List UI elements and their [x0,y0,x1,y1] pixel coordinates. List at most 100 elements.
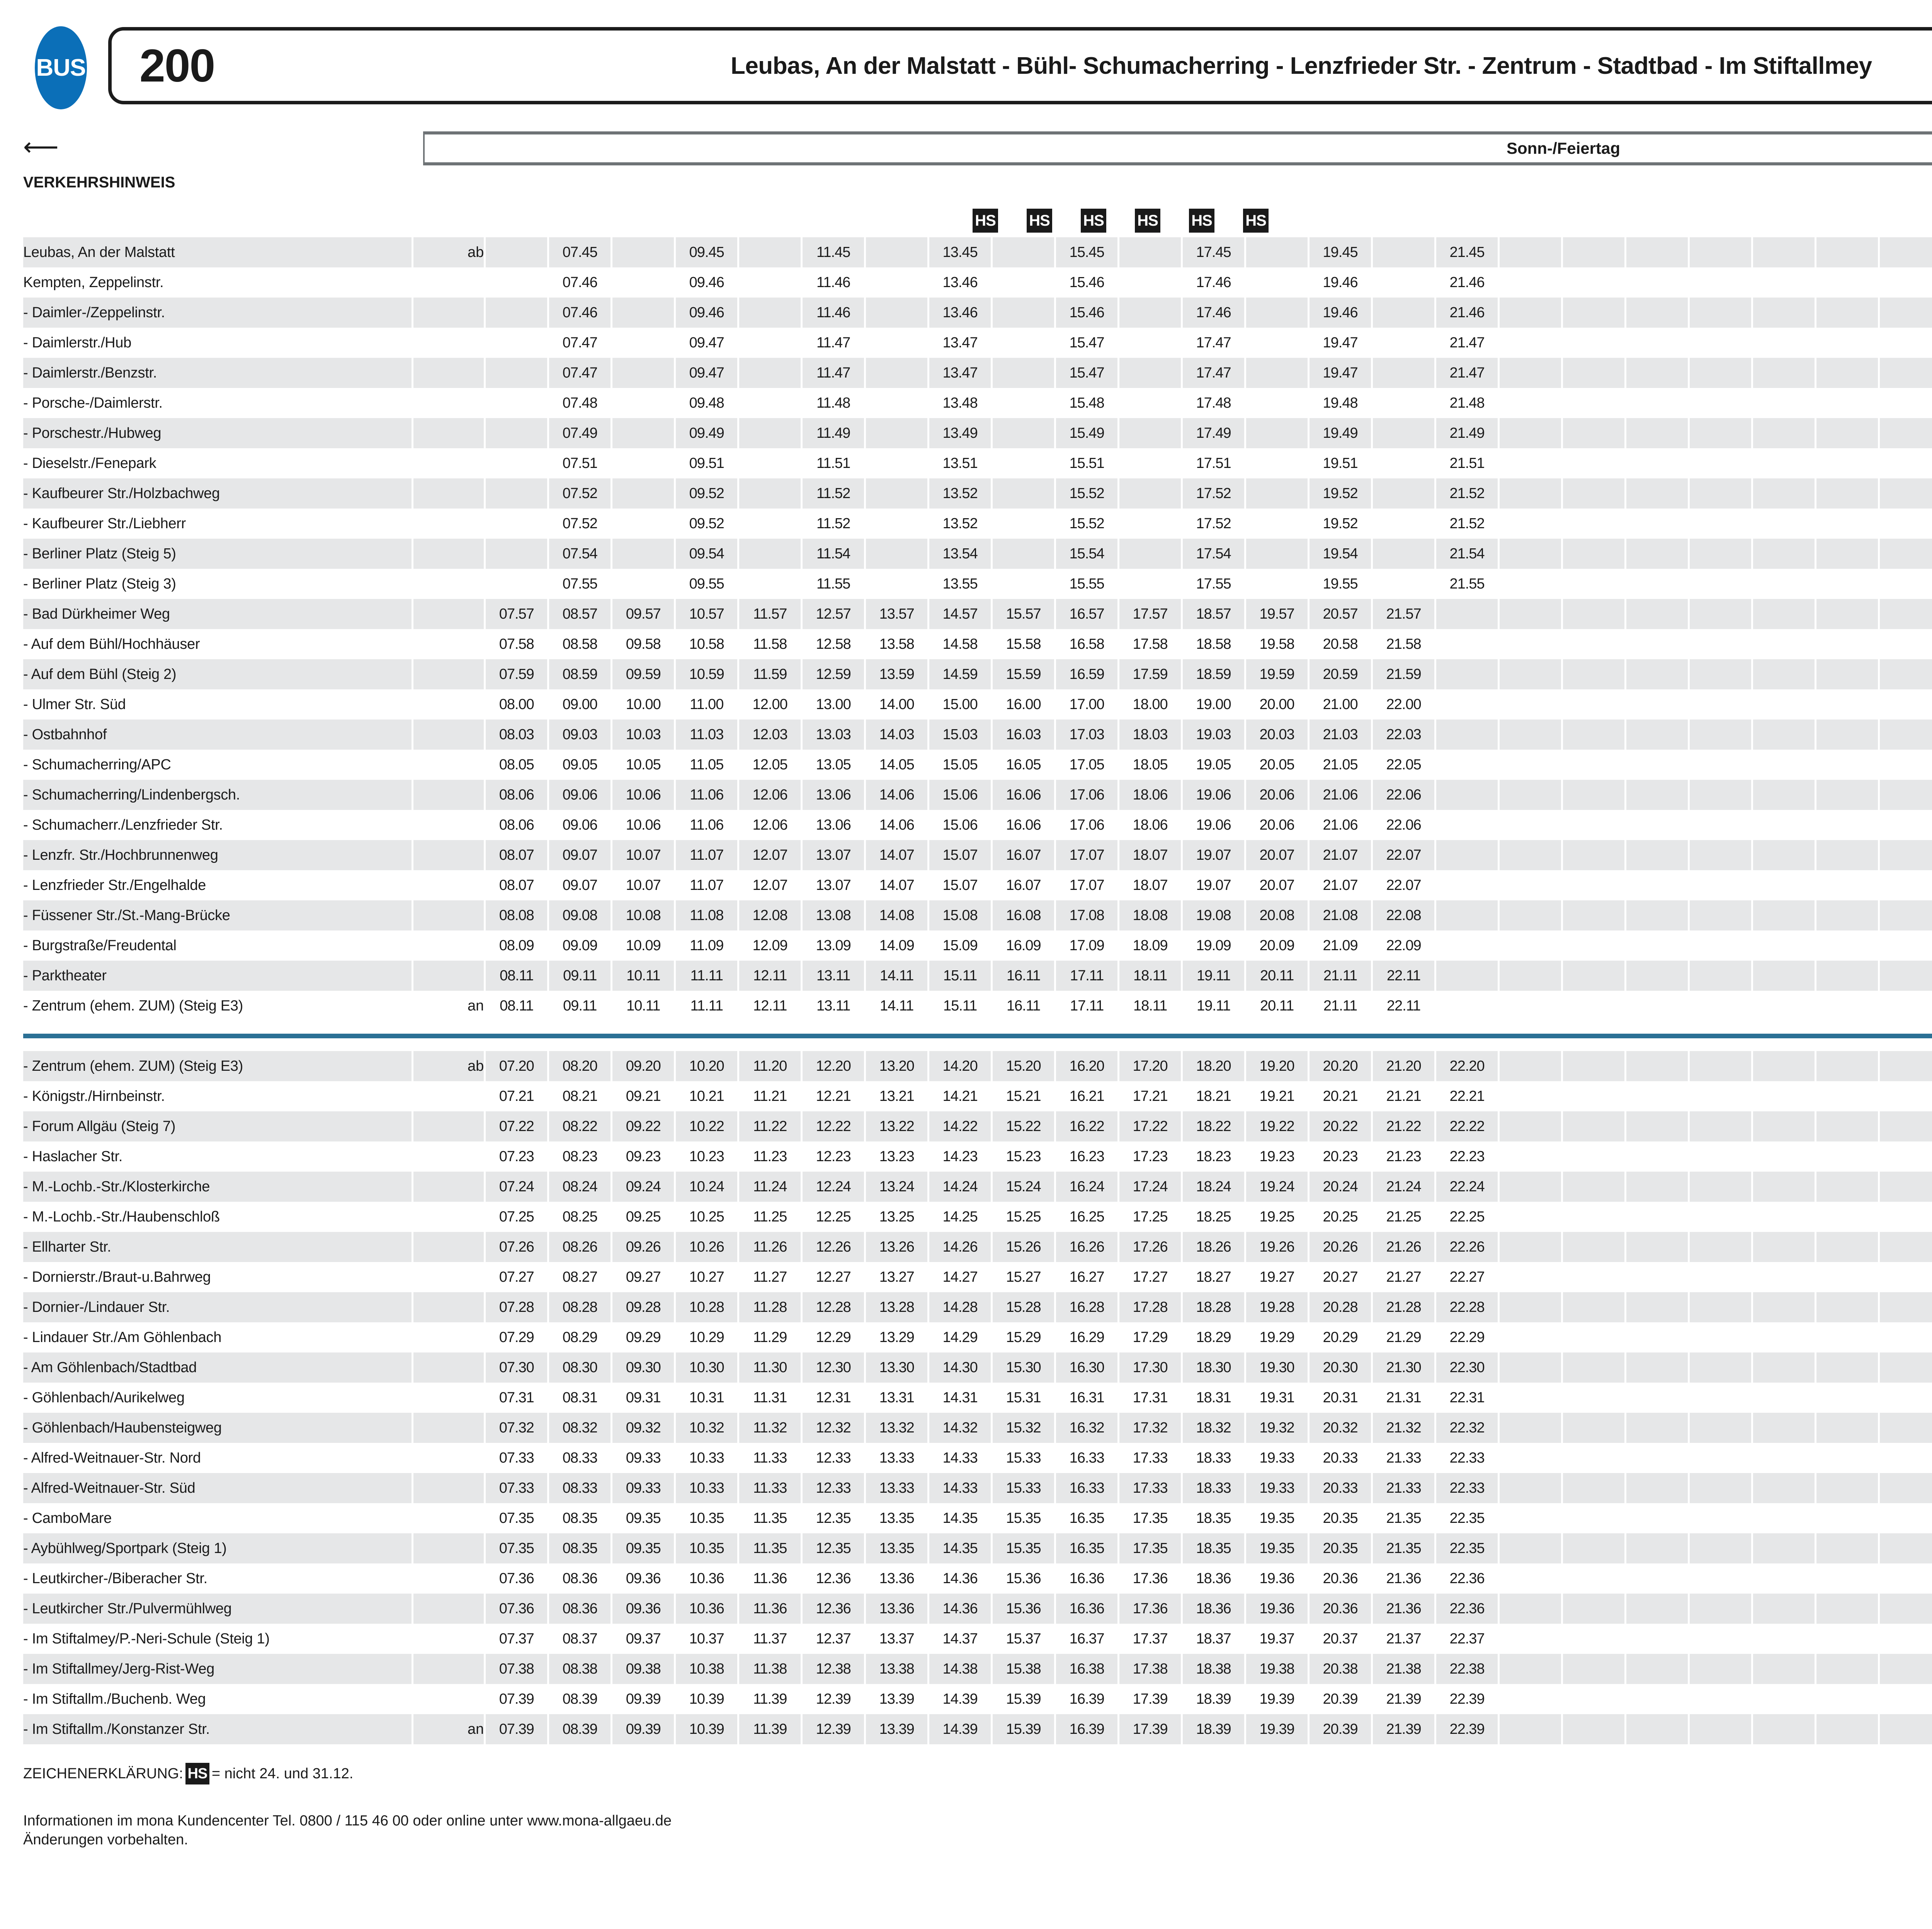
stop-name: - Aybühlweg/Sportpark (Steig 1) [23,1533,413,1563]
departure-time-cell: 10.30 [675,1352,740,1383]
departure-time-cell: 19.24 [1245,1172,1310,1202]
departure-time-cell: 19.59 [1245,659,1310,689]
departure-time-cell: 12.05 [738,750,803,780]
departure-time-cell [1498,689,1563,720]
departure-time-cell: 14.08 [865,900,930,930]
departure-time-cell: 11.35 [738,1503,803,1533]
stop-name: - Auf dem Bühl/Hochhäuser [23,629,413,659]
departure-time-cell [1245,358,1310,388]
departure-time-cell: 07.33 [485,1443,549,1473]
departure-time-cell: 18.35 [1182,1503,1247,1533]
departure-time-cell [611,267,676,298]
departure-time-cell [1435,720,1500,750]
legend-prefix: ZEICHENERKLÄRUNG: [23,1765,183,1782]
departure-time-cell: 22.03 [1372,720,1437,750]
departure-time-cell [992,267,1056,298]
arrival-departure-marker [412,1624,486,1654]
departure-time-cell: 13.52 [928,478,993,509]
departure-time-cell [1689,478,1753,509]
departure-time-cell [1562,448,1626,478]
departure-time-cell: 21.58 [1372,629,1437,659]
departure-time-cell [1689,1051,1753,1081]
departure-time-cell [738,237,803,267]
departure-time-cell [738,539,803,569]
departure-time-cell: 21.59 [1372,659,1437,689]
departure-time-cell: 16.08 [992,900,1056,930]
table-row: - Am Göhlenbach/Stadtbad 07.30 08.30 09.30 1… [23,1352,1932,1383]
departure-time-cell [1815,388,1880,418]
departure-time-cell [1752,1202,1816,1232]
timetable: Leubas, An der Malstatt ab 07.45 09.45 11.45… [23,237,1932,1744]
departure-time-cell [1815,448,1880,478]
departure-time-cell: 17.39 [1118,1714,1183,1744]
departure-time-cell [1879,750,1932,780]
departure-time-cell [1879,1172,1932,1202]
departure-time-cell [1689,720,1753,750]
departure-time-cell [1815,1684,1880,1714]
departure-time-cell [1752,991,1816,1021]
departure-time-cell [1498,840,1563,870]
departure-time-cell: 09.08 [548,900,613,930]
departure-time-cell [1562,991,1626,1021]
departure-time-cell: 11.52 [801,509,866,539]
departure-time-cell: 13.46 [928,298,993,328]
departure-time-cell: 17.46 [1182,298,1247,328]
table-row: - Zentrum (ehem. ZUM) (Steig E3) an 08.11 0… [23,991,1932,1021]
departure-time-cell: 09.22 [611,1111,676,1141]
table-row: - Göhlenbach/Haubensteigweg 07.32 08.32 09.… [23,1413,1932,1443]
arrival-departure-marker [412,1533,486,1563]
departure-time-cell [1689,1654,1753,1684]
departure-time-cell: 12.26 [801,1232,866,1262]
departure-time-cell [1879,448,1932,478]
departure-time-cell [485,237,549,267]
departure-time-cell [1879,1413,1932,1443]
departure-time-cell: 16.37 [1055,1624,1120,1654]
departure-time-cell: 11.08 [675,900,740,930]
table-row: - Dieselstr./Fenepark 07.51 09.51 11.51 13.5… [23,448,1932,478]
departure-time-cell: 15.52 [1055,509,1120,539]
departure-time-cell [1562,509,1626,539]
departure-time-cell: 08.59 [548,659,613,689]
departure-time-cell: 09.11 [548,991,613,1021]
departure-time-cell: 10.27 [675,1262,740,1292]
departure-time-cell: 09.06 [548,780,613,810]
stop-name: - Füssener Str./St.-Mang-Brücke [23,900,413,930]
arrival-departure-marker [412,900,486,930]
departure-time-cell: 12.11 [738,961,803,991]
departure-time-cell [1625,780,1690,810]
departure-time-cell: 14.30 [928,1352,993,1383]
departure-time-cell: 08.05 [485,750,549,780]
departure-time-cell: 11.11 [675,991,740,1021]
departure-time-cell [1689,840,1753,870]
departure-time-cell: 21.06 [1308,810,1373,840]
departure-time-cell [1689,810,1753,840]
departure-time-cell: 17.39 [1118,1684,1183,1714]
departure-time-cell [1562,418,1626,448]
departure-time-cell [1625,689,1690,720]
departure-time-cell: 14.24 [928,1172,993,1202]
departure-time-cell [1498,1383,1563,1413]
departure-time-cell [1498,298,1563,328]
departure-time-cell: 22.35 [1435,1503,1500,1533]
departure-time-cell: 17.47 [1182,328,1247,358]
departure-time-cell: 22.11 [1372,991,1437,1021]
departure-time-cell: 12.39 [801,1684,866,1714]
departure-time-cell [1752,1232,1816,1262]
departure-time-cell [1625,1473,1690,1503]
departure-time-cell [1752,720,1816,750]
departure-time-cell: 09.47 [675,358,740,388]
departure-time-cell [1752,1413,1816,1443]
departure-time-cell: 16.30 [1055,1352,1120,1383]
table-row: Kempten, Zeppelinstr. 07.46 09.46 11.46 13.4… [23,267,1932,298]
stop-name: - Dieselstr./Fenepark [23,448,413,478]
departure-time-cell: 11.59 [738,659,803,689]
stop-name: - Im Stiftallmey/Jerg-Rist-Weg [23,1654,413,1684]
departure-time-cell [865,388,930,418]
departure-time-cell: 19.39 [1245,1714,1310,1744]
departure-time-cell [1435,961,1500,991]
departure-time-cell: 17.52 [1182,478,1247,509]
departure-time-cell [1498,900,1563,930]
departure-time-cell: 11.37 [738,1624,803,1654]
departure-time-cell: 07.22 [485,1111,549,1141]
departure-time-cell [1625,298,1690,328]
